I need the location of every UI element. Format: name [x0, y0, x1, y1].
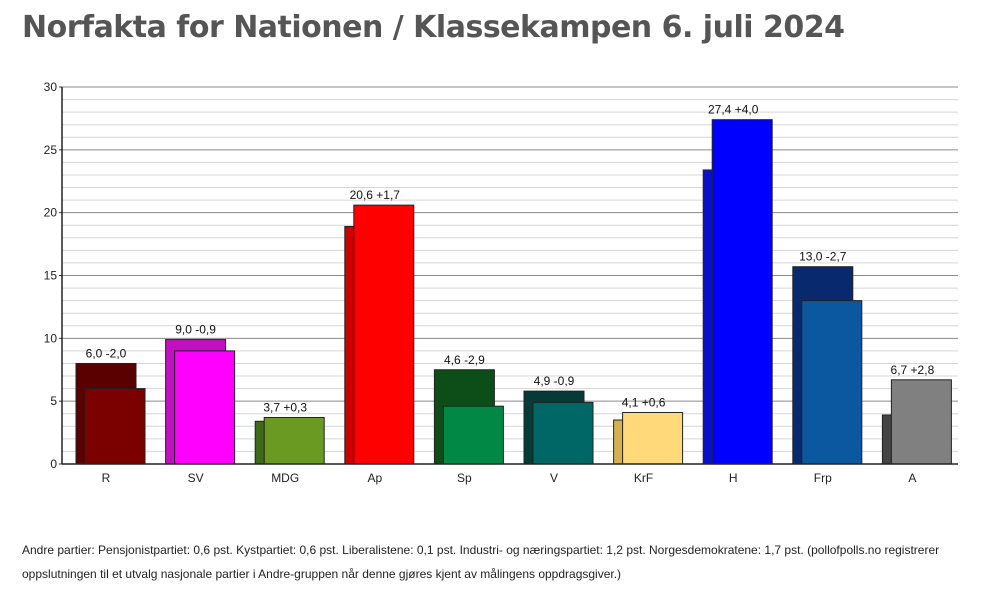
- bar-current-ap: [353, 204, 415, 465]
- value-label-krf: 4,1 +0,6: [622, 395, 666, 409]
- axes: [59, 86, 958, 465]
- x-tick-label-sp: Sp: [457, 471, 472, 485]
- bar-current-v: [532, 401, 594, 465]
- bar-current-mdg: [263, 417, 325, 465]
- y-tick-label: 10: [44, 331, 58, 345]
- bar-current-sv: [174, 350, 236, 465]
- bar-current-h: [711, 119, 773, 465]
- footnote: Andre partier: Pensjonistpartiet: 0,6 ps…: [22, 543, 940, 581]
- labels: 0 5 10 15 20 25 30 6,0 -2,0 R 9,0 -0,9 SV 3,7 +0,3 M…: [44, 80, 935, 485]
- bar-current-sp: [442, 405, 504, 465]
- value-label-v: 4,9 -0,9: [534, 374, 575, 388]
- page-title: Norfakta for Nationen / Klassekampen 6. …: [22, 10, 845, 45]
- bar-current-frp: [801, 300, 863, 465]
- bar-current-a: [890, 379, 952, 465]
- value-label-sv: 9,0 -0,9: [175, 323, 216, 337]
- value-label-sp: 4,6 -2,9: [444, 353, 485, 367]
- x-tick-label-v: V: [550, 471, 558, 485]
- y-tick-label: 20: [44, 206, 58, 220]
- bar-current-r: [84, 388, 146, 465]
- x-tick-label-sv: SV: [188, 471, 204, 485]
- x-tick-label-mdg: MDG: [271, 471, 299, 485]
- x-tick-label-frp: Frp: [814, 471, 832, 485]
- x-tick-label-krf: KrF: [634, 471, 653, 485]
- value-label-h: 27,4 +4,0: [708, 103, 759, 117]
- x-tick-label-h: H: [729, 471, 738, 485]
- y-tick-label: 25: [44, 143, 58, 157]
- y-tick-label: 0: [50, 457, 57, 471]
- y-tick-label: 15: [44, 269, 58, 283]
- value-label-frp: 13,0 -2,7: [799, 250, 847, 264]
- bar-chart: 0 5 10 15 20 25 30 6,0 -2,0 R 9,0 -0,9 SV 3,7 +0,3 M…: [44, 80, 958, 485]
- value-label-a: 6,7 +2,8: [891, 363, 935, 377]
- x-tick-label-ap: Ap: [367, 471, 382, 485]
- value-label-mdg: 3,7 +0,3: [263, 401, 307, 415]
- value-label-r: 6,0 -2,0: [86, 346, 127, 360]
- x-tick-label-a: A: [908, 471, 916, 485]
- y-tick-label: 5: [50, 394, 57, 408]
- y-tick-label: 30: [44, 80, 58, 94]
- value-label-ap: 20,6 +1,7: [350, 188, 401, 202]
- x-tick-label-r: R: [102, 471, 111, 485]
- bar-current-krf: [622, 411, 684, 465]
- bars: [75, 119, 952, 465]
